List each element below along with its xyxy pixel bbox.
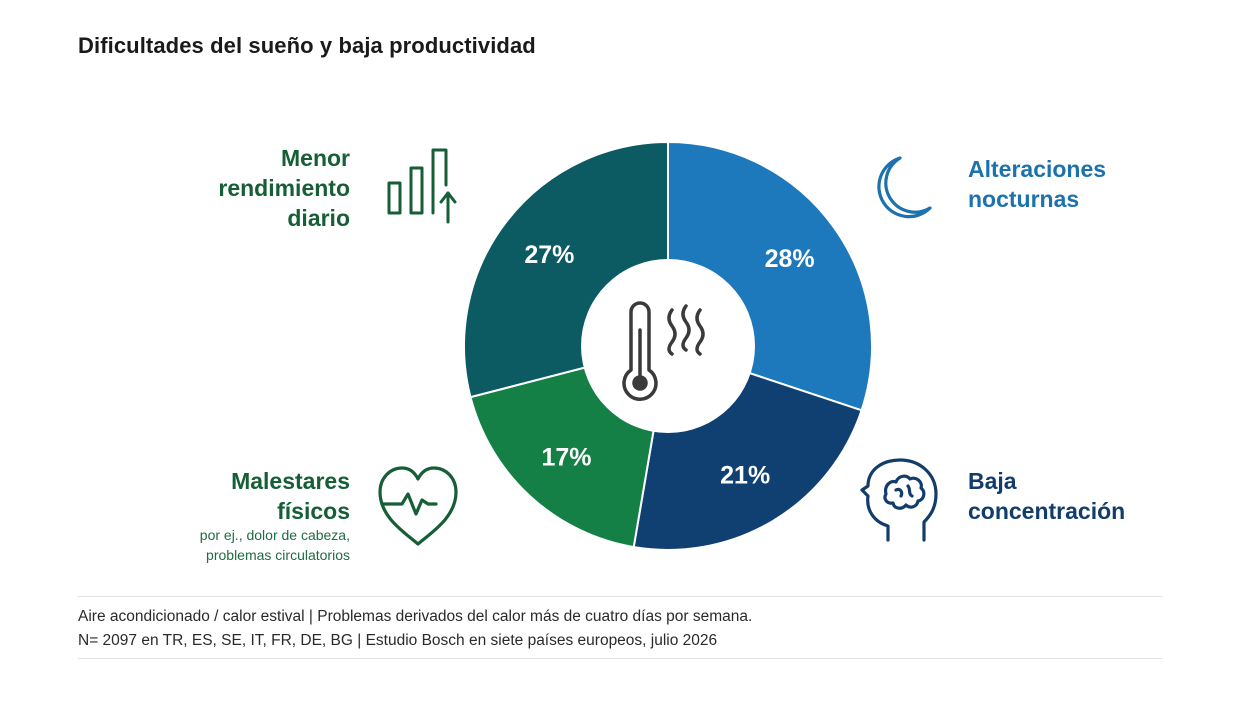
footer-divider-top bbox=[78, 596, 1163, 597]
slice-value-label-0: 28% bbox=[765, 245, 815, 273]
label-line: Menor bbox=[281, 145, 350, 171]
footer-line-1: Aire acondicionado / calor estival | Pro… bbox=[78, 608, 753, 625]
label-malestares-sub: por ej., dolor de cabeza, problemas circ… bbox=[120, 525, 350, 565]
moon-icon bbox=[877, 156, 932, 219]
label-line: diario bbox=[287, 205, 350, 231]
label-line: nocturnas bbox=[968, 186, 1080, 212]
label-line: físicos bbox=[277, 498, 350, 524]
heart-pulse-icon bbox=[378, 466, 458, 546]
sub-line: por ej., dolor de cabeza, bbox=[199, 527, 350, 543]
footer-note: Aire acondicionado / calor estival | Pro… bbox=[78, 605, 752, 653]
footer-divider-bottom bbox=[78, 658, 1163, 659]
label-line: Baja bbox=[968, 468, 1017, 494]
label-menor-rendimiento: Menor rendimiento diario bbox=[160, 143, 350, 233]
label-line: rendimiento bbox=[218, 175, 350, 201]
label-line: concentración bbox=[968, 498, 1126, 524]
head-brain-icon bbox=[860, 458, 938, 542]
bar-chart-up-icon bbox=[387, 148, 457, 224]
label-line: Alteraciones bbox=[968, 156, 1107, 182]
label-alteraciones-nocturnas: Alteraciones nocturnas bbox=[968, 154, 1198, 214]
sub-line: problemas circulatorios bbox=[206, 547, 350, 563]
label-malestares-fisicos: Malestares físicos bbox=[160, 466, 350, 526]
label-line: Malestares bbox=[231, 468, 350, 494]
thermometer-heat-icon bbox=[622, 301, 705, 401]
chart-title: Dificultades del sueño y baja productivi… bbox=[78, 33, 536, 58]
slice-value-label-1: 21% bbox=[720, 462, 770, 490]
label-baja-concentracion: Baja concentración bbox=[968, 466, 1198, 526]
slice-value-label-2: 17% bbox=[541, 443, 591, 471]
slice-value-label-3: 27% bbox=[524, 241, 574, 269]
footer-line-2: N= 2097 en TR, ES, SE, IT, FR, DE, BG | … bbox=[78, 632, 718, 649]
